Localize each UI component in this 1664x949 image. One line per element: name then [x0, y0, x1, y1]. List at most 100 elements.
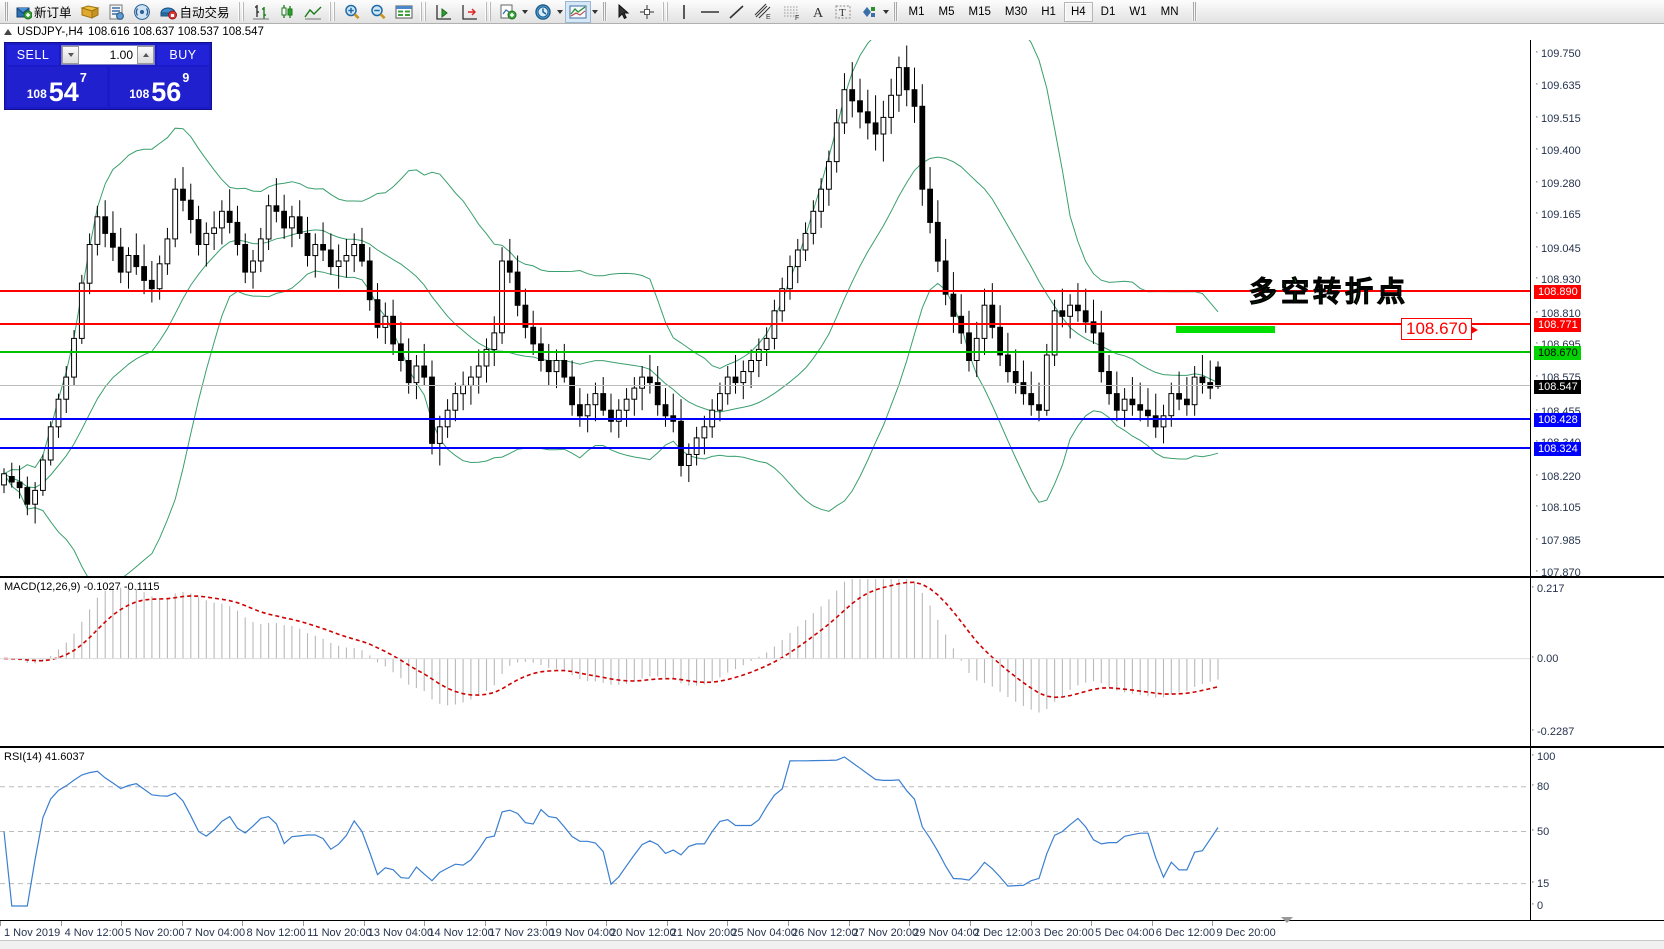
templates-dropdown-arrow[interactable] — [591, 2, 600, 22]
time-tick — [242, 921, 244, 926]
volume-value: 1.00 — [109, 48, 133, 62]
level-line-support[interactable] — [0, 418, 1530, 421]
templates-button[interactable] — [564, 0, 591, 23]
fibonacci-icon: F — [783, 6, 799, 21]
rsi-pane[interactable]: RSI(14) 41.6037 — [0, 749, 1664, 920]
price-tick: 108.105 — [1535, 500, 1581, 514]
bid-quote[interactable]: 108 54 7 — [7, 67, 107, 107]
zoom-out-icon — [370, 4, 386, 19]
trendline-button[interactable] — [724, 1, 750, 23]
period-button[interactable] — [530, 1, 556, 23]
timeframe-h1[interactable]: H1 — [1041, 5, 1056, 18]
timeframe-group: M1 M5 M15 M30 H1 H4 D1 W1 MN — [902, 1, 1186, 22]
auto-scroll-button[interactable] — [430, 1, 456, 23]
fibonacci-button[interactable]: F — [778, 1, 806, 23]
timeframe-h4[interactable]: H4 — [1063, 1, 1093, 22]
bar-chart-button[interactable] — [248, 1, 274, 23]
objects-dropdown-arrow[interactable] — [882, 2, 891, 22]
candle — [810, 200, 817, 245]
candle — [141, 244, 147, 295]
level-line-pivot[interactable] — [0, 351, 1530, 354]
candle — [242, 233, 249, 284]
signals-button[interactable] — [129, 1, 155, 23]
expert-advisors-button[interactable] — [77, 1, 103, 23]
timeframe-mn[interactable]: MN — [1160, 5, 1179, 18]
candlestick-icon — [281, 4, 293, 18]
indicators-button[interactable] — [495, 1, 521, 23]
price-pane[interactable] — [0, 40, 1664, 576]
horizontal-line-button[interactable] — [696, 1, 724, 23]
sell-button[interactable]: SELL — [7, 45, 59, 65]
horizontal-line-icon — [700, 10, 719, 13]
candle — [1036, 382, 1042, 422]
toolbar-grip-4[interactable] — [1191, 2, 1197, 21]
candle — [219, 200, 225, 245]
ask-integer: 108 — [129, 87, 150, 101]
chart-collapse-icon[interactable] — [4, 29, 12, 35]
candle — [234, 205, 241, 256]
time-tick — [181, 921, 183, 926]
indicators-dropdown-arrow[interactable] — [521, 2, 530, 22]
pivot-price-flag[interactable]: 108.670 — [1401, 318, 1479, 340]
volume-increase-button[interactable] — [137, 46, 154, 64]
candle — [623, 388, 630, 427]
time-tick — [303, 921, 305, 926]
volume-decrease-button[interactable] — [62, 46, 79, 64]
price-badge-resistance: 108.890 — [1534, 285, 1581, 300]
chart-shift-button[interactable] — [456, 1, 482, 23]
objects-list-button[interactable] — [856, 1, 882, 23]
vertical-line-button[interactable] — [672, 1, 696, 23]
autotrading-button[interactable]: 自动交易 — [155, 1, 235, 23]
scroll-position-marker[interactable] — [1281, 917, 1293, 923]
candle — [973, 321, 980, 378]
candle — [997, 305, 1004, 367]
toolbar-grip[interactable] — [4, 2, 9, 21]
timeframe-m1[interactable]: M1 — [908, 5, 925, 18]
rsi-tick: 0 — [1531, 898, 1543, 912]
market-watch-button[interactable] — [103, 1, 129, 23]
data-window-button[interactable] — [391, 1, 417, 23]
timeframe-m5[interactable]: M5 — [938, 5, 955, 18]
toolbar-grip-3[interactable] — [892, 2, 898, 21]
candle — [1043, 343, 1050, 416]
candle — [296, 200, 303, 239]
horizontal-scrollbar[interactable] — [0, 940, 1664, 949]
candlestick-chart-button[interactable] — [274, 1, 300, 23]
price-tick: 109.635 — [1535, 78, 1581, 92]
level-line-resistance[interactable] — [0, 323, 1530, 326]
candle — [1090, 299, 1097, 344]
pivot-zone-highlight[interactable] — [1176, 326, 1275, 333]
timeframe-w1[interactable]: W1 — [1129, 5, 1147, 18]
buy-button[interactable]: BUY — [157, 45, 209, 65]
cursor-tool-button[interactable] — [611, 1, 635, 23]
candle — [654, 366, 661, 416]
timeframe-d1[interactable]: D1 — [1100, 5, 1116, 18]
pane-separator-2[interactable] — [0, 746, 1664, 748]
ask-quote[interactable]: 108 56 9 — [109, 67, 209, 107]
period-dropdown-arrow[interactable] — [556, 2, 565, 22]
text-label-button[interactable]: T — [830, 1, 856, 23]
zoom-in-button[interactable] — [339, 1, 365, 23]
candle — [1191, 366, 1198, 416]
volume-input[interactable]: 1.00 — [61, 45, 155, 65]
crosshair-tool-button[interactable] — [635, 1, 659, 23]
level-line-resistance[interactable] — [0, 290, 1530, 293]
equidistant-channel-button[interactable]: E — [750, 1, 778, 23]
time-tick — [788, 921, 790, 926]
zoom-out-button[interactable] — [365, 1, 391, 23]
toolbar-grip-2[interactable] — [601, 2, 607, 21]
line-chart-button[interactable] — [300, 1, 326, 23]
new-order-button[interactable]: 新订单 — [13, 1, 77, 23]
candle — [561, 343, 568, 383]
chart-area[interactable]: MACD(12,26,9) -0.1027 -0.1115 RSI(14) 41… — [0, 40, 1664, 949]
time-tick — [0, 921, 1, 926]
level-line-bid[interactable] — [0, 385, 1530, 387]
level-line-support[interactable] — [0, 446, 1530, 449]
price-tick: 109.165 — [1535, 207, 1581, 221]
pane-separator-1[interactable] — [0, 576, 1664, 578]
timeframe-m15[interactable]: M15 — [968, 5, 991, 18]
text-tool-button[interactable]: A — [806, 1, 830, 23]
chinese-annotation[interactable]: 多空转折点 — [1248, 275, 1410, 309]
timeframe-m30[interactable]: M30 — [1004, 5, 1028, 18]
macd-pane[interactable]: MACD(12,26,9) -0.1027 -0.1115 — [0, 579, 1664, 746]
